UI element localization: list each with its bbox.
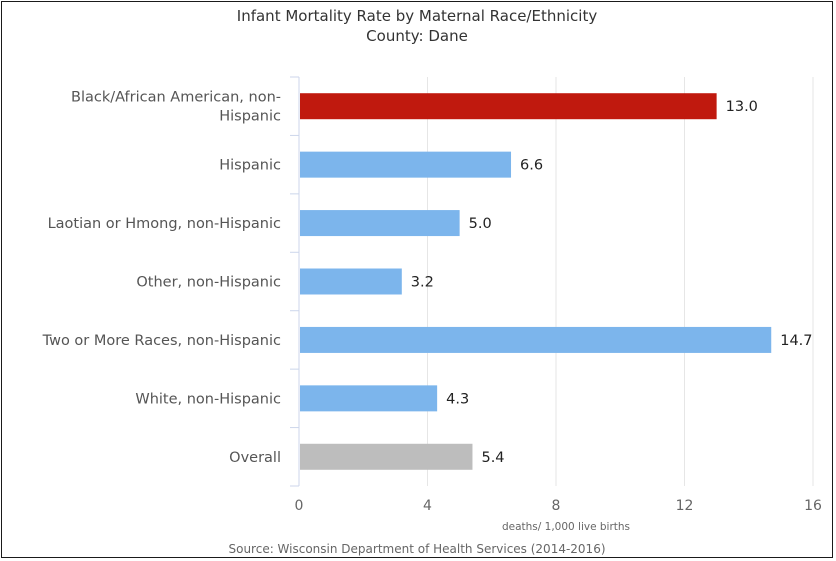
chart-title-block: Infant Mortality Rate by Maternal Race/E… [0,6,834,46]
x-tick-label: 0 [295,498,304,514]
x-axis-label: deaths/ 1,000 live births [502,521,630,533]
chart-source: Source: Wisconsin Department of Health S… [228,542,606,556]
data-label: 4.3 [446,391,469,407]
chart-subtitle: County: Dane [366,27,468,45]
bar [300,326,772,353]
x-tick-label: 16 [804,498,822,514]
category-label: Other, non-Hispanic [136,275,281,291]
data-label: 13.0 [726,99,758,115]
bar [300,210,460,237]
category-label: Black/African American, non- [71,90,281,106]
data-label: 3.2 [411,275,434,291]
x-tick-label: 4 [423,498,432,514]
bar [300,443,473,470]
data-label: 6.6 [520,158,543,174]
x-tick-label: 12 [676,498,694,514]
data-label: 5.0 [469,216,492,232]
bar [300,385,438,412]
category-label: Overall [229,450,281,466]
category-label: White, non-Hispanic [135,391,281,407]
category-label: Hispanic [219,109,281,125]
category-label: Hispanic [219,158,281,174]
category-label: Two or More Races, non-Hispanic [42,333,281,349]
x-tick-label: 8 [552,498,561,514]
chart-title: Infant Mortality Rate by Maternal Race/E… [236,7,598,25]
category-label: Laotian or Hmong, non-Hispanic [48,216,281,232]
data-label: 5.4 [481,450,504,466]
data-label: 14.7 [780,333,812,349]
bar [300,151,512,178]
bar [300,268,402,295]
bar [300,93,717,120]
